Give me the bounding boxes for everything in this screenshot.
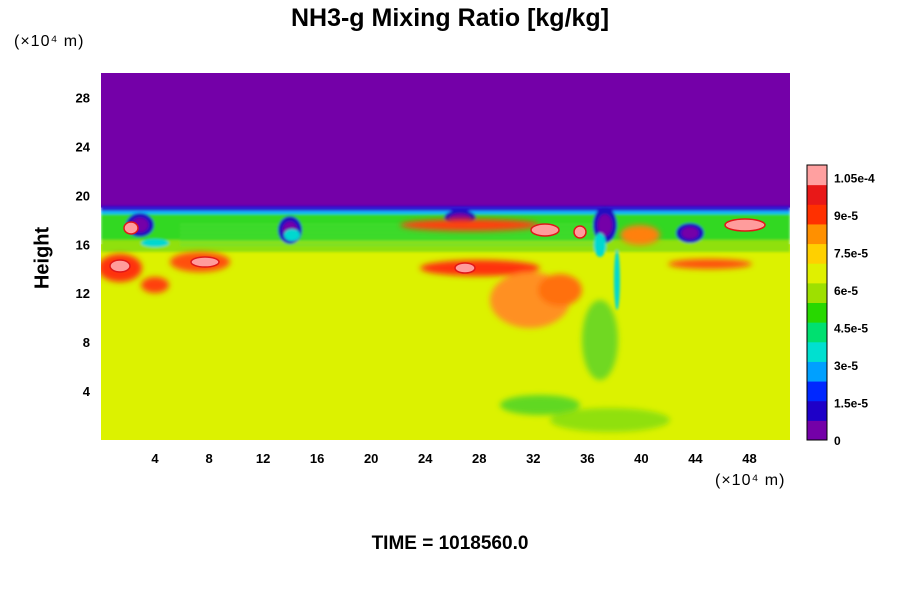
x-tick-label: 44: [688, 451, 703, 466]
colorbar-label: 6e-5: [834, 284, 858, 298]
upper-layer: [101, 73, 790, 208]
time-label: TIME = 1018560.0: [371, 533, 529, 554]
colorbar-swatch: [807, 322, 827, 343]
hot-structures: [101, 219, 752, 432]
colorbar-label: 0: [834, 434, 841, 448]
colorbar-swatch: [807, 361, 827, 382]
x-tick-label: 12: [256, 451, 270, 466]
y-tick-labels: 4 8 12 16 20 24 28: [76, 90, 91, 399]
x-axis-unit: (×10⁴ m): [715, 472, 786, 489]
x-tick-label: 8: [205, 451, 212, 466]
y-tick-label: 16: [76, 237, 90, 252]
y-axis-unit: (×10⁴ m): [14, 33, 85, 50]
x-tick-label: 36: [580, 451, 594, 466]
x-tick-label: 48: [742, 451, 756, 466]
colorbar-swatch: [807, 243, 827, 264]
heatmap-field: [101, 73, 790, 440]
colorbar-swatch: [807, 204, 827, 225]
x-tick-label: 20: [364, 451, 378, 466]
colorbar-swatch: [807, 381, 827, 402]
colorbar-label: 4.5e-5: [834, 322, 868, 336]
x-tick-label: 24: [418, 451, 433, 466]
y-tick-label: 20: [76, 188, 90, 203]
colorbar-swatch: [807, 165, 827, 186]
colorbar-label: 1.05e-4: [834, 172, 875, 186]
x-tick-label: 40: [634, 451, 648, 466]
colorbar-label: 9e-5: [834, 209, 858, 223]
x-tick-label: 16: [310, 451, 324, 466]
boundary-line: [101, 206, 790, 212]
colorbar-swatch: [807, 400, 827, 421]
x-tick-label: 4: [151, 451, 159, 466]
colorbar-label: 3e-5: [834, 359, 858, 373]
y-tick-label: 12: [76, 286, 90, 301]
x-tick-labels: 4 8 12 16 20 24 28 32 36 40 44 48: [151, 451, 756, 466]
y-tick-label: 28: [76, 90, 90, 105]
colorbar-swatch: [807, 302, 827, 323]
colorbar-frame: [806, 164, 828, 441]
y-tick-label: 24: [76, 139, 91, 154]
colorbar-swatch: [807, 184, 827, 205]
colorbar-swatch: [807, 341, 827, 362]
colorbar-label: 7.5e-5: [834, 247, 868, 261]
colorbar-swatch: [807, 420, 827, 441]
colorbar-swatch: [807, 223, 827, 245]
x-tick-label: 28: [472, 451, 486, 466]
y-tick-label: 4: [83, 384, 91, 399]
colorbar: 0 1.5e-5 3e-5 4.5e-5 6e-5 7.5e-5 9e-5 1.05e-4: [806, 164, 875, 448]
lower-layer: [101, 244, 790, 440]
y-tick-label: 8: [83, 335, 90, 350]
chart-title: NH3-g Mixing Ratio [kg/kg]: [290, 4, 610, 32]
colorbar-label: 1.5e-5: [834, 397, 868, 411]
colorbar-swatch: [807, 263, 827, 284]
x-tick-label: 32: [526, 451, 540, 466]
colorbar-swatch: [807, 282, 827, 303]
